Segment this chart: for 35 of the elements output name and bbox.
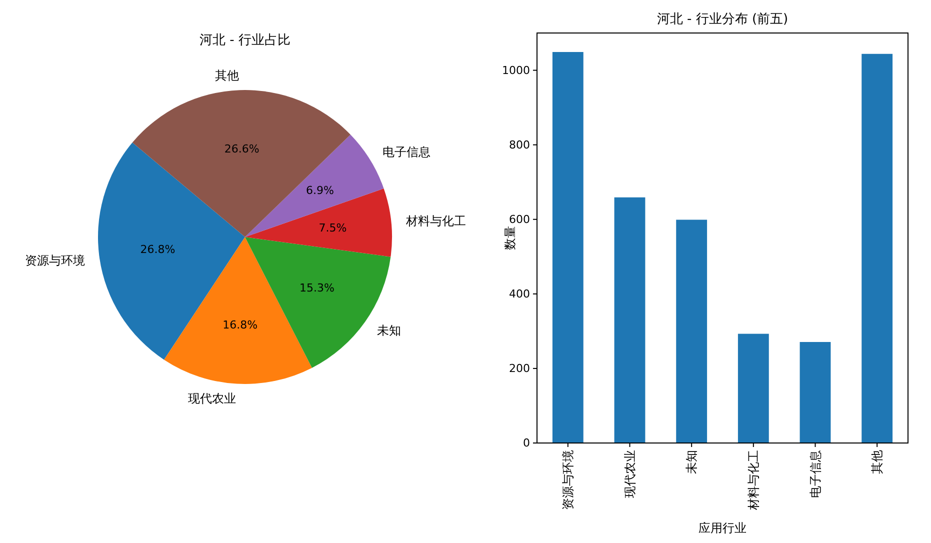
x-tick-label: 电子信息 — [808, 450, 822, 498]
data-label: 16.8% — [222, 318, 258, 332]
slice-label: 其他 — [215, 68, 240, 82]
bar — [738, 334, 769, 443]
pie-slice — [132, 90, 350, 237]
bar — [614, 197, 646, 443]
x-tick-label: 其他 — [870, 450, 884, 474]
chart-title: 河北 - 行业占比 — [200, 33, 290, 48]
y-tick-label: 0 — [523, 436, 530, 450]
data-label: 15.3% — [299, 281, 334, 294]
slice-label: 电子信息 — [382, 145, 431, 160]
y-tick-label: 400 — [509, 287, 530, 300]
y-tick-label: 1000 — [502, 64, 530, 77]
data-label: 26.8% — [140, 243, 176, 256]
x-tick-label: 现代农业 — [622, 450, 637, 498]
data-label: 7.5% — [318, 222, 347, 235]
slice-label: 资源与环境 — [24, 253, 85, 268]
slice-label: 现代农业 — [188, 391, 236, 406]
bar — [676, 220, 708, 443]
bar — [552, 52, 584, 443]
y-tick-label: 800 — [509, 138, 530, 152]
slice-label: 未知 — [376, 323, 401, 338]
bar — [862, 54, 893, 443]
chart-title: 河北 - 行业分布 (前五) — [656, 12, 788, 27]
x-tick-label: 材料与化工 — [746, 450, 760, 511]
x-tick-label: 未知 — [684, 450, 699, 474]
bar — [800, 342, 831, 443]
data-label: 26.6% — [224, 142, 260, 156]
data-label: 6.9% — [306, 184, 334, 198]
x-tick-label: 资源与环境 — [560, 450, 575, 510]
y-axis-title: 数量 — [503, 226, 517, 250]
y-tick-label: 200 — [509, 362, 530, 375]
x-axis-title: 应用行业 — [698, 521, 746, 535]
slice-label: 材料与化工 — [404, 214, 466, 228]
y-tick-label: 600 — [509, 212, 530, 226]
